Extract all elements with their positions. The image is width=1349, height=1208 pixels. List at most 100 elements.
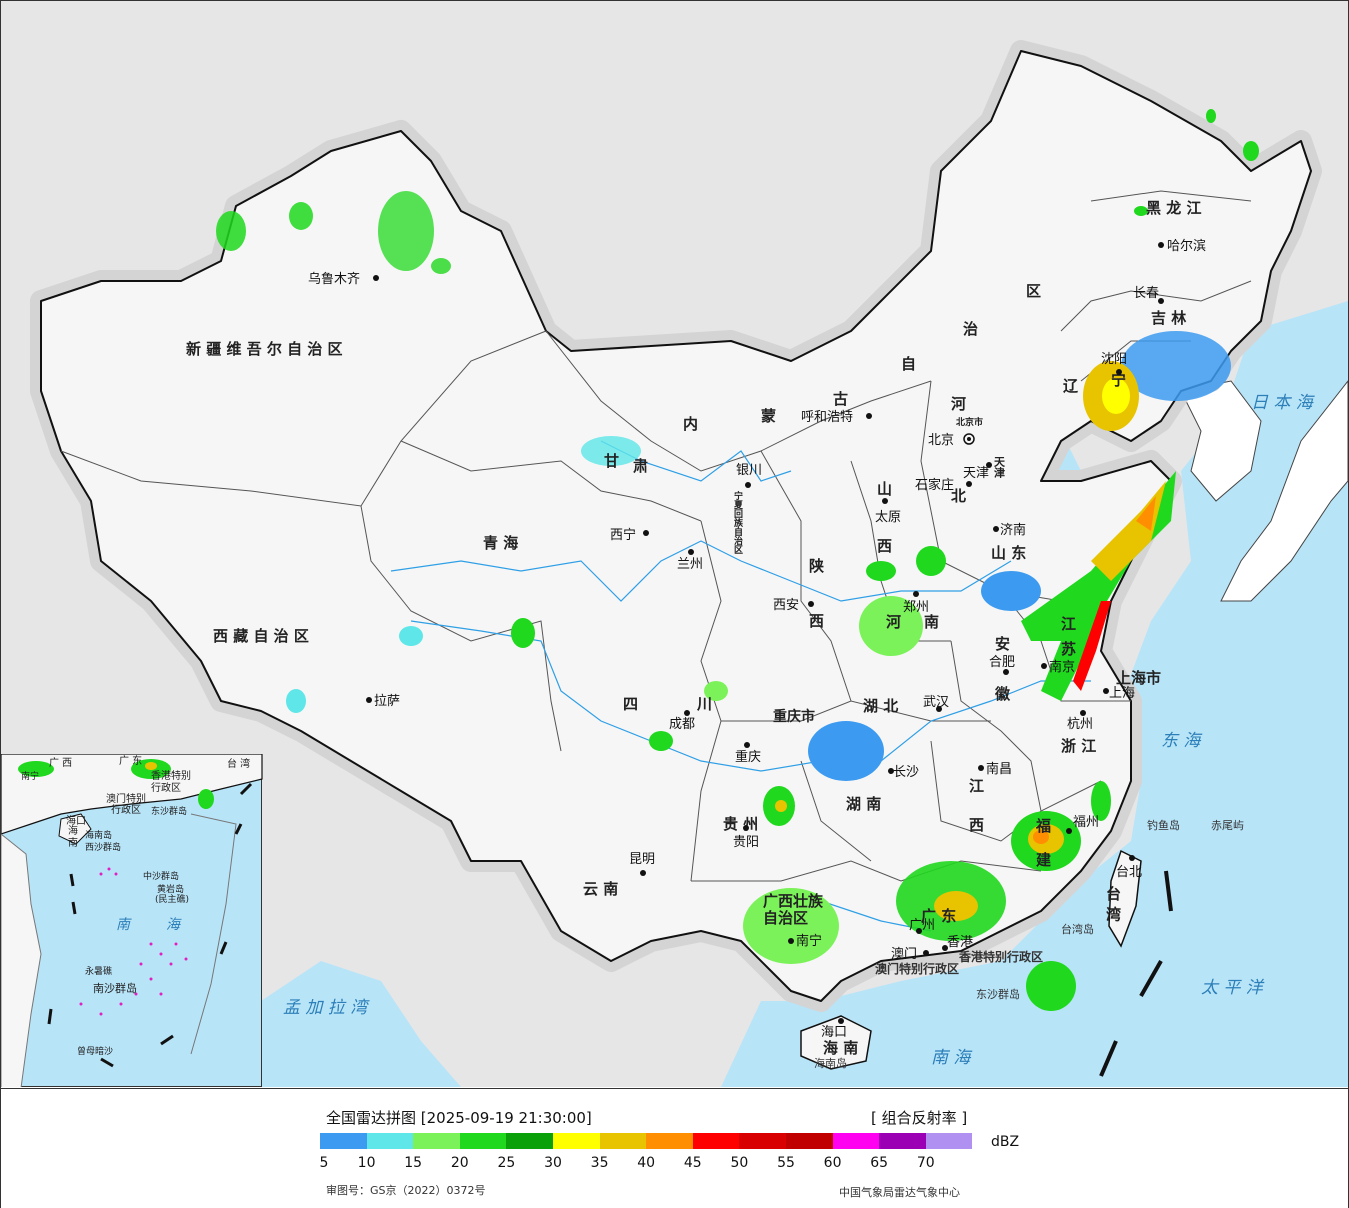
inset-label: 永暑礁 xyxy=(85,965,112,977)
city-label: 兰州 xyxy=(677,557,703,572)
province-label: 陕 xyxy=(809,557,824,575)
legend-panel: 全国雷达拼图 [2025-09-19 21:30:00] [ 组合反射率 ] 5… xyxy=(1,1088,1348,1208)
south-china-sea-inset: 广 西 广 东 台 湾 香港特别 行政区 澳门特别 行政区 海口 海 南 西沙群… xyxy=(1,754,263,1087)
province-label: 自治区 xyxy=(763,909,808,927)
inset-label: (民主礁) xyxy=(155,893,189,905)
inset-label: 行政区 xyxy=(151,781,181,794)
inset-label: 海口 xyxy=(66,814,86,827)
scale-tick-label: 40 xyxy=(637,1155,656,1171)
province-label: 新 疆 维 吾 尔 自 治 区 xyxy=(186,340,343,358)
city-label: 贵阳 xyxy=(733,835,759,850)
scale-tick-label: 50 xyxy=(730,1155,749,1171)
city-label: 昆明 xyxy=(629,852,655,867)
city-label: 澳门 xyxy=(891,946,917,962)
province-label: 重庆市 xyxy=(773,708,815,725)
hainan-island xyxy=(800,1015,872,1070)
city-label: 济南 xyxy=(1000,522,1026,538)
province-label: 安 xyxy=(995,635,1010,653)
scale-tick-label: 55 xyxy=(777,1155,795,1171)
scale-tick-label: 35 xyxy=(590,1155,609,1171)
province-label: 辽 xyxy=(1063,377,1078,395)
province-label: 区 xyxy=(1026,282,1041,300)
city-label: 西宁 xyxy=(610,527,636,543)
color-swatch xyxy=(739,1133,786,1149)
city-label: 武汉 xyxy=(923,695,949,710)
province-label: 广西壮族 xyxy=(763,892,824,910)
unit-label: dBZ xyxy=(991,1134,1020,1150)
inset-label: 东沙群岛 xyxy=(151,805,187,817)
island-label: 香港特别行政区 xyxy=(958,949,1043,964)
island-label: 赤尾屿 xyxy=(1211,819,1244,832)
city-label: 香港 xyxy=(947,935,973,950)
color-swatch xyxy=(832,1133,880,1149)
island-label: 澳门特别行政区 xyxy=(875,961,959,976)
province-label: 建 xyxy=(1036,851,1052,869)
scale-tick-label: 60 xyxy=(823,1155,842,1171)
province-label: 西 xyxy=(969,816,984,834)
province-label: 云 南 xyxy=(583,880,618,898)
city-label: 呼和浩特 xyxy=(801,410,853,425)
organization-name: 中国气象局雷达气象中心 xyxy=(839,1186,960,1199)
province-label: 北京市 xyxy=(956,416,983,428)
sea-label: 太 平 洋 xyxy=(1201,978,1265,998)
province-label: 甘 xyxy=(604,452,619,470)
province-label: 黑 龙 江 xyxy=(1146,199,1201,217)
taiwan-island xyxy=(1108,849,1142,948)
city-label: 长沙 xyxy=(893,765,919,780)
sea-labels: 日 本 海 东 海 太 平 洋 南 海 孟 加 拉 湾 xyxy=(283,393,1316,1068)
province-label: 宁 xyxy=(1111,371,1126,389)
city-label: 郑州 xyxy=(903,600,929,615)
province-labels: 新 疆 维 吾 尔 自 治 区 西 藏 自 治 区 青 海 甘 肃 内 蒙 古 … xyxy=(186,199,1201,1057)
city-label: 北京 xyxy=(928,433,954,448)
color-swatch xyxy=(646,1133,693,1149)
province-label: 四 xyxy=(623,695,638,713)
city-label: 合肥 xyxy=(989,655,1015,670)
province-label: 川 xyxy=(696,695,712,713)
color-swatch xyxy=(459,1133,507,1149)
legend-title: 全国雷达拼图 [2025-09-19 21:30:00] xyxy=(326,1109,592,1127)
sea-area-west xyxy=(261,961,461,1087)
city-labels: 乌鲁木齐 拉萨 西宁 兰州 银川 呼和浩特 北京 天津 石家庄 太原 济南 郑州… xyxy=(308,238,1206,1040)
inset-islands xyxy=(79,867,188,1016)
scale-tick-label: 25 xyxy=(497,1155,516,1171)
province-label: 天津 xyxy=(993,456,1006,479)
sea-label: 南 海 xyxy=(931,1048,973,1068)
inset-label: 南沙群岛 xyxy=(93,981,137,995)
city-label: 广州 xyxy=(909,918,935,933)
province-label: 徽 xyxy=(994,685,1011,703)
city-label: 沈阳 xyxy=(1101,352,1127,367)
city-label: 银川 xyxy=(736,463,762,478)
city-label: 哈尔滨 xyxy=(1167,238,1206,254)
scale-tick-label: 10 xyxy=(357,1155,376,1171)
province-label: 肃 xyxy=(633,457,648,475)
map-approval-number: 审图号：GS京（2022）0372号 xyxy=(326,1184,486,1197)
color-swatch xyxy=(413,1133,460,1149)
province-label: 河 xyxy=(886,613,901,631)
scale-tick-label: 45 xyxy=(683,1155,702,1171)
province-label: 治 xyxy=(963,320,978,338)
province-label: 山 xyxy=(877,480,892,498)
city-label: 西安 xyxy=(773,598,799,613)
product-name: [ 组合反射率 ] xyxy=(871,1109,968,1127)
inset-label: 曾母暗沙 xyxy=(77,1045,113,1057)
island-label: 海南岛 xyxy=(814,1056,847,1070)
province-label: 福 xyxy=(1035,817,1051,835)
sea-boundary-dashes xyxy=(1099,870,1173,1077)
color-swatch xyxy=(552,1133,600,1149)
province-label: 广 东 xyxy=(921,907,956,925)
radar-map[interactable]: 新 疆 维 吾 尔 自 治 区 西 藏 自 治 区 青 海 甘 肃 内 蒙 古 … xyxy=(1,1,1348,1087)
inset-label: 中沙群岛 xyxy=(143,870,179,882)
province-label: 江 xyxy=(969,777,984,795)
province-label: 蒙 xyxy=(761,407,776,425)
island-label: 东沙群岛 xyxy=(976,987,1020,1001)
province-label: 北 xyxy=(951,487,966,505)
province-label: 台 湾 xyxy=(1104,885,1122,922)
inset-echoes xyxy=(18,759,214,809)
color-scale xyxy=(320,1133,973,1149)
city-label: 南宁 xyxy=(796,933,822,949)
province-label: 江 xyxy=(1061,615,1076,633)
inset-label: 西沙群岛 xyxy=(85,841,121,853)
color-swatch xyxy=(879,1133,926,1149)
color-swatch xyxy=(785,1133,833,1149)
